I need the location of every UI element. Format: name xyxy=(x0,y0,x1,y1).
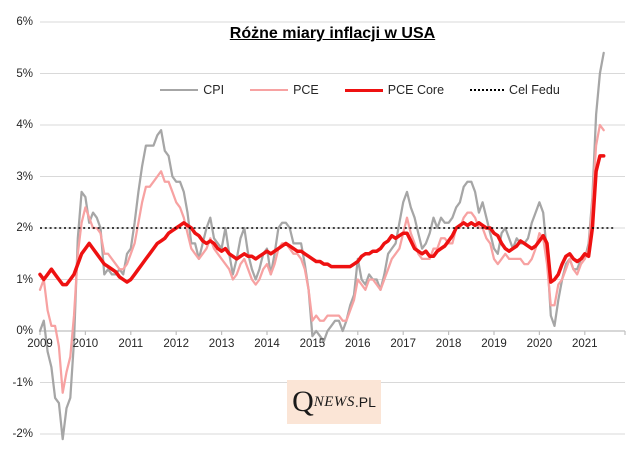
y-tick-label: -1% xyxy=(12,376,33,389)
x-tick-label: 2009 xyxy=(27,338,53,350)
watermark-pl: .PL xyxy=(354,394,376,410)
x-tick-label: 2012 xyxy=(163,338,189,350)
chart-legend: CPI PCE PCE Core Cel Fedu xyxy=(130,81,590,99)
x-tick-label: 2015 xyxy=(299,338,326,350)
y-tick-label: 5% xyxy=(16,67,33,80)
legend-label: Cel Fedu xyxy=(509,83,560,97)
x-tick-label: 2017 xyxy=(390,338,416,350)
pce-core-line xyxy=(38,154,606,287)
y-tick-label: 6% xyxy=(16,16,33,28)
watermark-q: Q xyxy=(292,385,314,418)
y-tick-label: 1% xyxy=(16,273,33,286)
x-tick-label: 2010 xyxy=(72,338,99,350)
y-tick-label: -2% xyxy=(12,428,33,440)
x-tick-label: 2020 xyxy=(526,338,553,350)
y-tick-label: 3% xyxy=(16,170,33,183)
qnews-watermark: Q NEWS .PL xyxy=(287,380,381,424)
chart-title: Różne miary inflacji w USA xyxy=(229,25,436,42)
pce-line xyxy=(38,123,605,394)
legend-item-pce: PCE xyxy=(250,83,319,97)
legend-marker xyxy=(470,89,505,91)
cpi-line xyxy=(38,51,605,441)
y-tick-label: 2% xyxy=(16,222,33,234)
legend-item-cel-fedu: Cel Fedu xyxy=(470,83,560,97)
x-tick-label: 2019 xyxy=(481,338,507,350)
x-tick-label: 2014 xyxy=(254,338,280,350)
x-tick-label: 2016 xyxy=(345,338,371,350)
watermark-news: NEWS xyxy=(313,393,355,410)
x-tick-label: 2013 xyxy=(208,338,235,350)
legend-label: PCE Core xyxy=(387,83,445,97)
legend-label: CPI xyxy=(203,83,225,97)
legend-item-pce-core: PCE Core xyxy=(344,83,445,97)
legend-marker xyxy=(344,88,383,92)
x-tick-label: 2021 xyxy=(572,338,598,350)
x-tick-label: 2011 xyxy=(118,338,144,350)
y-tick-label: 0% xyxy=(16,325,33,337)
x-tick-label: 2018 xyxy=(435,338,462,350)
legend-marker xyxy=(160,89,199,91)
legend-label: PCE xyxy=(293,83,319,97)
legend-marker xyxy=(250,89,289,91)
legend-item-cpi: CPI xyxy=(160,83,224,97)
y-tick-label: 4% xyxy=(16,119,33,131)
